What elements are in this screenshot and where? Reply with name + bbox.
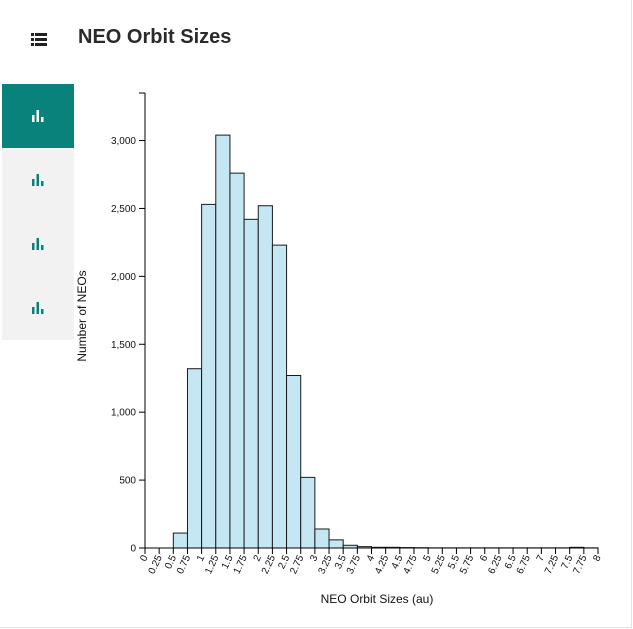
sidebar-item-chart-4[interactable] — [2, 276, 74, 340]
x-tick-label: 2.75 — [288, 553, 306, 576]
histogram-bar — [314, 528, 330, 549]
x-tick-label: 4.25 — [373, 553, 391, 576]
y-axis-title: Number of NEOs — [75, 270, 89, 361]
histogram-bar — [286, 375, 302, 549]
x-tick-label: 0.75 — [175, 553, 193, 576]
x-tick-label: 1.75 — [232, 553, 250, 576]
bar-chart-icon — [32, 110, 44, 122]
histogram-bar — [257, 205, 273, 549]
x-tick-label: 7 — [535, 553, 548, 563]
x-axis-title: NEO Orbit Sizes (au) — [321, 592, 434, 606]
histogram-bar — [243, 218, 259, 549]
x-tick-label: 7.5 — [560, 553, 576, 571]
list-icon — [31, 32, 47, 46]
y-tick-label: 3,000 — [111, 136, 136, 147]
histogram-bar — [215, 134, 231, 549]
x-tick-label: 1.5 — [220, 553, 236, 571]
x-tick-label: 4.5 — [390, 553, 406, 571]
histogram-bar — [328, 539, 344, 549]
y-tick-label: 0 — [130, 544, 136, 555]
x-tick-label: 5.75 — [458, 553, 476, 576]
x-tick-label: 6.5 — [503, 553, 519, 571]
y-tick-label: 2,000 — [111, 272, 136, 283]
x-tick-label: 6.25 — [486, 553, 504, 576]
histogram-bar — [201, 203, 217, 549]
x-tick-label: 7.25 — [543, 553, 561, 576]
sidebar-item-chart-1[interactable] — [2, 84, 74, 148]
y-tick-label: 1,500 — [111, 340, 136, 351]
histogram-bar — [172, 532, 188, 549]
x-tick-label: 2.5 — [276, 553, 292, 571]
x-tick-label: 2 — [252, 553, 265, 563]
x-tick-label: 3.75 — [345, 553, 363, 576]
bar-chart-icon — [32, 174, 44, 186]
sidebar-item-chart-2[interactable] — [2, 148, 74, 212]
x-tick-label: 5 — [422, 553, 435, 563]
page-title: NEO Orbit Sizes — [78, 26, 232, 48]
x-tick-label: 1 — [195, 553, 208, 563]
x-tick-label: 5.25 — [430, 553, 448, 576]
x-tick-label: 3.5 — [333, 553, 349, 571]
x-tick-label: 4 — [365, 553, 378, 563]
x-tick-label: 5.5 — [446, 553, 462, 571]
y-tick-label: 1,000 — [111, 408, 136, 419]
x-tick-label: 6 — [478, 553, 491, 563]
x-tick-label: 1.25 — [203, 553, 221, 576]
x-tick-label: 3 — [308, 553, 321, 563]
histogram-bar — [300, 476, 316, 549]
x-tick-label: 3.25 — [317, 553, 335, 576]
x-tick-label: 0.5 — [163, 553, 179, 571]
menu-button[interactable] — [28, 28, 50, 50]
y-axis-ticks: 0 500 1,000 1,500 2,000 2,500 3,000 — [111, 136, 145, 555]
x-tick-label: 6.75 — [515, 553, 533, 576]
sidebar-item-chart-3[interactable] — [2, 212, 74, 276]
y-tick-label: 500 — [119, 476, 136, 487]
x-tick-label: 0 — [138, 553, 151, 563]
x-axis-ticks: 00.250.50.75 11.251.51.75 22.252.52.75 33.2… — [138, 548, 604, 576]
x-tick-label: 8 — [591, 553, 604, 563]
bar-chart-icon — [32, 238, 44, 250]
sidebar — [2, 84, 74, 340]
y-tick-label: 2,500 — [111, 204, 136, 215]
histogram-bar — [271, 244, 288, 549]
bars-group — [172, 134, 599, 549]
x-tick-label: 0.25 — [147, 553, 165, 576]
histogram-bar — [229, 172, 245, 549]
x-tick-label: 4.75 — [401, 553, 419, 576]
x-tick-label: 2.25 — [260, 553, 278, 576]
bar-chart-icon — [32, 302, 44, 314]
histogram-bar — [186, 368, 203, 549]
x-tick-label: 7.75 — [571, 553, 589, 576]
